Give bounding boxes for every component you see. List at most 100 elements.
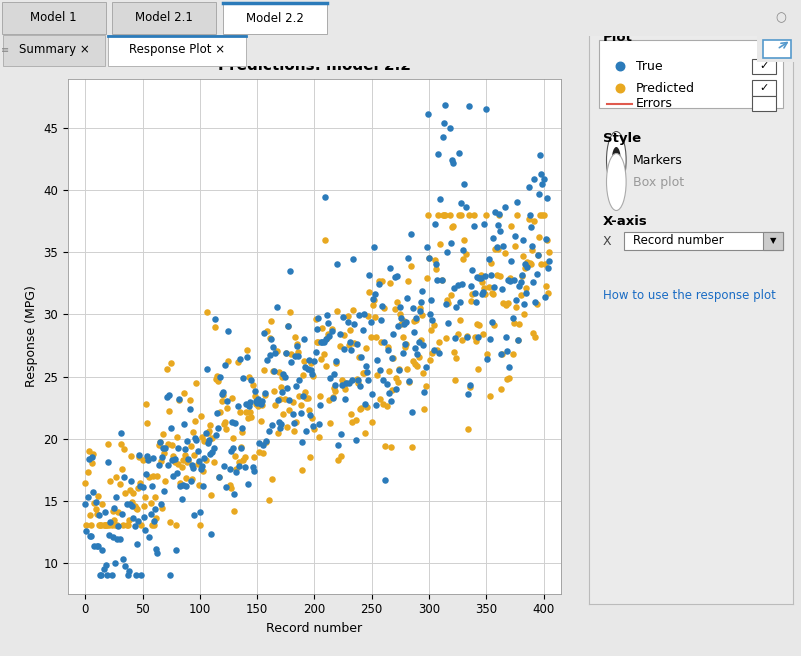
Point xyxy=(171,432,183,443)
Point xyxy=(275,419,288,430)
Point xyxy=(467,210,480,220)
Point xyxy=(381,342,394,352)
Point xyxy=(322,318,335,328)
Point xyxy=(254,398,267,409)
Text: Model 1: Model 1 xyxy=(30,10,77,24)
Point xyxy=(314,391,327,401)
Point xyxy=(203,449,216,459)
Point xyxy=(490,270,503,280)
Point xyxy=(485,288,498,298)
Point xyxy=(317,349,330,359)
Point xyxy=(371,369,384,380)
Point xyxy=(465,296,477,306)
Point xyxy=(409,358,421,369)
Point xyxy=(389,384,402,394)
Point xyxy=(175,462,188,472)
Point xyxy=(290,417,303,427)
Point xyxy=(168,454,181,464)
Point xyxy=(328,386,341,396)
Point xyxy=(392,321,405,332)
Point xyxy=(290,381,303,392)
Point xyxy=(435,274,448,285)
Point xyxy=(340,378,353,388)
Point xyxy=(151,547,164,558)
Point xyxy=(234,407,247,417)
Point xyxy=(453,148,465,159)
Point xyxy=(226,417,239,427)
Point xyxy=(163,517,176,527)
Point xyxy=(506,313,519,323)
Point xyxy=(490,242,503,253)
Point xyxy=(153,436,166,447)
Point xyxy=(362,375,375,385)
Point xyxy=(338,344,351,354)
Point xyxy=(254,415,267,426)
Point xyxy=(312,337,324,347)
Point xyxy=(466,264,479,275)
Point xyxy=(143,472,156,482)
Point xyxy=(384,278,396,289)
Point xyxy=(201,428,214,439)
Point xyxy=(239,399,252,409)
Point xyxy=(93,520,106,531)
Point xyxy=(231,400,244,411)
Point xyxy=(352,377,364,388)
Point xyxy=(155,456,167,466)
Point xyxy=(119,561,132,571)
Point xyxy=(434,239,447,249)
Point xyxy=(152,460,165,470)
Point xyxy=(195,411,207,421)
Point xyxy=(469,336,482,346)
Point xyxy=(276,372,288,382)
Point xyxy=(218,419,231,430)
Point xyxy=(200,364,213,375)
Point xyxy=(268,385,280,396)
Point xyxy=(213,472,226,482)
Point xyxy=(123,565,135,576)
Point xyxy=(533,210,546,220)
Point xyxy=(248,451,260,462)
Point xyxy=(541,234,553,245)
Point xyxy=(427,345,440,356)
Circle shape xyxy=(606,132,626,188)
Point xyxy=(525,258,537,269)
Point xyxy=(469,332,481,342)
Point xyxy=(134,480,147,491)
Point xyxy=(376,300,388,311)
Point xyxy=(408,326,421,337)
Point xyxy=(208,314,221,325)
Point xyxy=(405,407,418,417)
Point xyxy=(479,288,492,298)
Point xyxy=(78,478,91,488)
Point xyxy=(94,570,107,581)
Point xyxy=(501,298,514,308)
Point xyxy=(499,300,512,310)
Point xyxy=(370,332,383,342)
Point xyxy=(150,543,163,554)
Point xyxy=(187,462,199,473)
Point xyxy=(216,386,229,397)
Bar xyxy=(763,40,791,58)
Point xyxy=(472,364,485,375)
Point xyxy=(458,235,471,245)
Point xyxy=(211,422,224,433)
Point xyxy=(144,509,157,520)
Point xyxy=(536,210,549,220)
Point xyxy=(374,337,387,347)
Point xyxy=(525,245,538,255)
Point xyxy=(485,270,497,281)
Point xyxy=(123,515,135,525)
Point xyxy=(392,364,405,375)
Point xyxy=(155,502,168,513)
Point xyxy=(362,310,375,321)
Point xyxy=(133,449,146,460)
Point xyxy=(513,318,526,329)
Point xyxy=(126,497,139,507)
Point xyxy=(433,337,445,348)
Point xyxy=(456,279,469,290)
Point xyxy=(328,383,340,394)
Point xyxy=(519,258,532,269)
Point xyxy=(97,520,110,531)
Point xyxy=(183,403,196,414)
Text: Response Plot ×: Response Plot × xyxy=(129,43,225,56)
